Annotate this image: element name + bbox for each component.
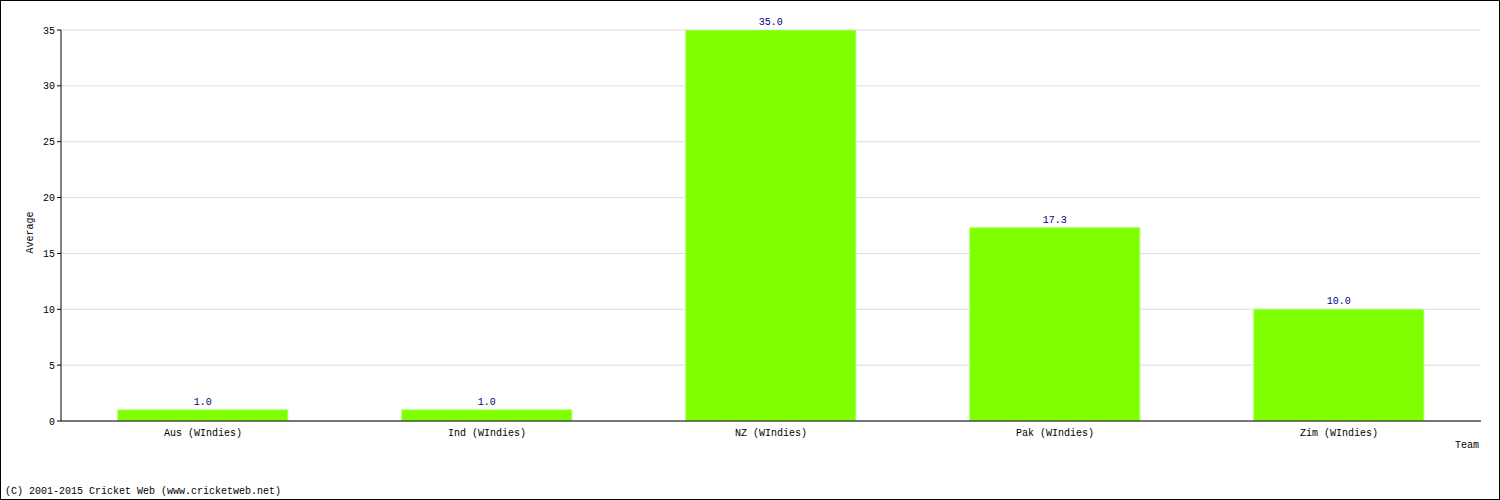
svg-text:Pak (WIndies): Pak (WIndies) xyxy=(1016,428,1094,439)
html-text:Average: Average xyxy=(24,211,36,254)
html-text:Team: Team xyxy=(1455,440,1479,451)
html-text:(C) 2001-2015 Cricket Web (www: (C) 2001-2015 Cricket Web (www.cricketwe… xyxy=(5,486,281,497)
svg-text:Zim (WIndies): Zim (WIndies) xyxy=(1300,428,1378,439)
svg-text:17.3: 17.3 xyxy=(1043,215,1067,226)
svg-text:NZ (WIndies): NZ (WIndies) xyxy=(735,428,807,439)
svg-text:35.0: 35.0 xyxy=(759,17,783,28)
svg-text:20: 20 xyxy=(43,193,55,204)
svg-text:0: 0 xyxy=(49,417,55,428)
svg-text:5: 5 xyxy=(49,361,55,372)
svg-text:35: 35 xyxy=(43,26,55,37)
svg-text:30: 30 xyxy=(43,81,55,92)
svg-text:25: 25 xyxy=(43,137,55,148)
svg-text:10.0: 10.0 xyxy=(1327,296,1351,307)
svg-text:10: 10 xyxy=(43,305,55,316)
svg-text:Aus (WIndies): Aus (WIndies) xyxy=(164,428,242,439)
svg-text:15: 15 xyxy=(43,249,55,260)
svg-text:Ind (WIndies): Ind (WIndies) xyxy=(448,428,526,439)
svg-text:1.0: 1.0 xyxy=(478,397,496,408)
svg-text:1.0: 1.0 xyxy=(194,397,212,408)
